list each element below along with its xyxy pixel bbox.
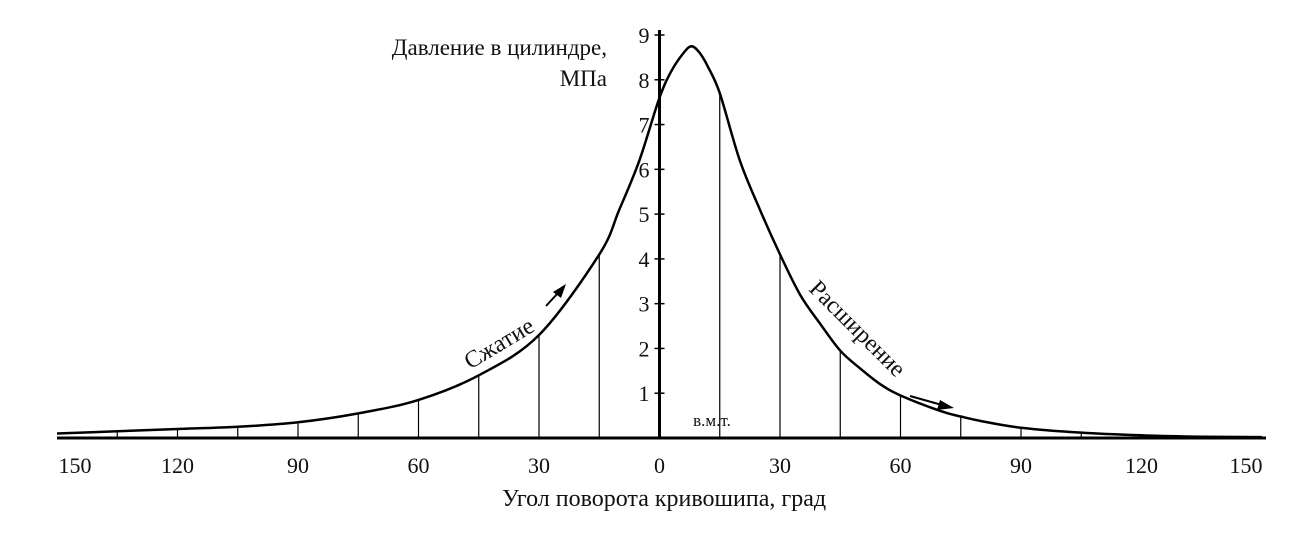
y-tick-label: 2 bbox=[639, 336, 650, 361]
x-tick-label: 60 bbox=[890, 453, 912, 478]
x-tick-label: 120 bbox=[1125, 453, 1158, 478]
x-tick-labels: 150 120 90 60 30 0 30 60 90 120 150 bbox=[59, 453, 1263, 478]
expansion-arrow bbox=[909, 395, 954, 410]
x-tick-label: 30 bbox=[769, 453, 791, 478]
y-ticks: 1 2 3 4 5 6 7 8 9 bbox=[639, 23, 665, 406]
x-tick-label: 90 bbox=[287, 453, 309, 478]
y-tick-label: 5 bbox=[639, 202, 650, 227]
x-tick-label: 120 bbox=[161, 453, 194, 478]
tdc-label: в.м.т. bbox=[693, 411, 731, 430]
compression-arrow bbox=[545, 284, 566, 307]
y-tick-label: 1 bbox=[639, 381, 650, 406]
x-tick-label: 150 bbox=[1230, 453, 1263, 478]
y-tick-label: 6 bbox=[639, 157, 650, 182]
pressure-curve bbox=[56, 44, 1263, 439]
ordinate-lines bbox=[116, 93, 1203, 438]
x-tick-label: 60 bbox=[408, 453, 430, 478]
x-tick-label: 0 bbox=[654, 453, 665, 478]
y-tick-label: 7 bbox=[639, 113, 650, 138]
x-tick-label: 90 bbox=[1010, 453, 1032, 478]
y-axis-label-line1: Давление в цилиндре, bbox=[392, 35, 607, 60]
y-tick-label: 8 bbox=[639, 68, 650, 93]
y-tick-label: 4 bbox=[639, 247, 650, 272]
y-tick-label: 9 bbox=[639, 23, 650, 48]
y-axis-label-line2: МПа bbox=[560, 66, 607, 91]
x-tick-label: 150 bbox=[59, 453, 92, 478]
x-axis-label: Угол поворота кривошипа, град bbox=[502, 486, 826, 512]
y-tick-label: 3 bbox=[639, 292, 650, 317]
x-tick-label: 30 bbox=[528, 453, 550, 478]
compression-annotation: Сжатие bbox=[460, 313, 539, 375]
